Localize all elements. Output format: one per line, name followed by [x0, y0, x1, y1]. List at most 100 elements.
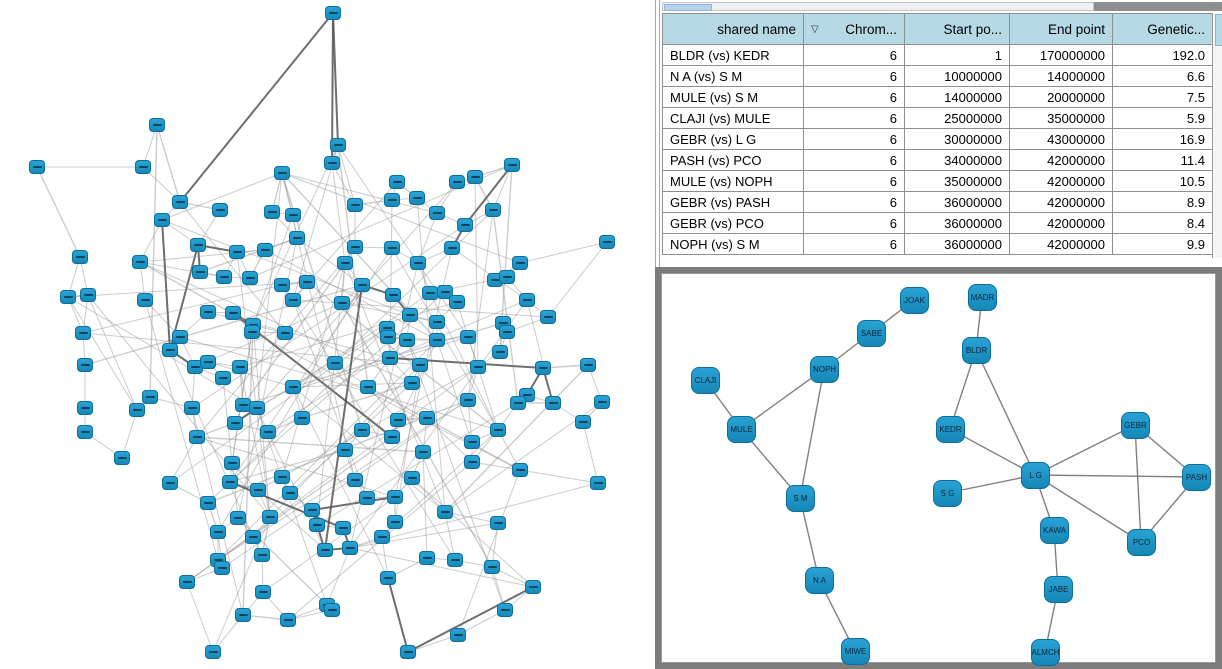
network-node[interactable]: [387, 515, 403, 529]
table-cell[interactable]: 8.4: [1112, 212, 1213, 234]
network-node[interactable]: [77, 401, 93, 415]
network-node[interactable]: [212, 203, 228, 217]
network-node[interactable]: [510, 396, 526, 410]
network-node[interactable]: [347, 473, 363, 487]
network-node[interactable]: [235, 608, 251, 622]
network-node[interactable]: [184, 401, 200, 415]
table-cell[interactable]: 6: [803, 107, 905, 129]
network-node[interactable]: [229, 245, 245, 259]
network-node[interactable]: [309, 518, 325, 532]
subnetwork-node-sabe[interactable]: SABE: [857, 320, 886, 347]
table-cell[interactable]: 16.9: [1112, 128, 1213, 150]
network-node[interactable]: [360, 380, 376, 394]
network-node[interactable]: [404, 376, 420, 390]
network-node[interactable]: [512, 256, 528, 270]
subnetwork-node-pco[interactable]: PCO: [1127, 529, 1156, 556]
network-node[interactable]: [447, 553, 463, 567]
subnetwork-node-sm[interactable]: S M: [786, 485, 815, 512]
network-node[interactable]: [242, 271, 258, 285]
network-node[interactable]: [545, 396, 561, 410]
network-node[interactable]: [419, 411, 435, 425]
network-node[interactable]: [390, 413, 406, 427]
network-node[interactable]: [450, 628, 466, 642]
network-node[interactable]: [354, 278, 370, 292]
network-node[interactable]: [29, 160, 45, 174]
network-node[interactable]: [385, 288, 401, 302]
network-node[interactable]: [484, 560, 500, 574]
table-cell[interactable]: GEBR (vs) L G: [662, 128, 804, 150]
network-node[interactable]: [289, 231, 305, 245]
table-cell[interactable]: 42000000: [1009, 170, 1113, 192]
table-row[interactable]: MULE (vs) S M 6 14000000 20000000 7.5: [662, 86, 1213, 108]
table-vertical-scrollbar[interactable]: [1212, 13, 1222, 258]
network-node[interactable]: [429, 333, 445, 347]
network-node[interactable]: [387, 490, 403, 504]
network-node[interactable]: [460, 393, 476, 407]
network-node[interactable]: [274, 278, 290, 292]
network-node[interactable]: [224, 456, 240, 470]
network-node[interactable]: [400, 645, 416, 659]
table-cell[interactable]: 43000000: [1009, 128, 1113, 150]
network-node[interactable]: [142, 390, 158, 404]
column-header[interactable]: Genetic...: [1112, 13, 1213, 45]
network-node[interactable]: [330, 138, 346, 152]
network-node[interactable]: [264, 205, 280, 219]
network-node[interactable]: [205, 645, 221, 659]
table-cell[interactable]: 6: [803, 86, 905, 108]
table-cell[interactable]: 5.9: [1112, 107, 1213, 129]
network-node[interactable]: [299, 275, 315, 289]
table-cell[interactable]: 42000000: [1009, 212, 1113, 234]
network-node[interactable]: [384, 193, 400, 207]
network-node[interactable]: [485, 203, 501, 217]
table-cell[interactable]: BLDR (vs) KEDR: [662, 44, 804, 66]
network-node[interactable]: [490, 423, 506, 437]
network-node[interactable]: [429, 206, 445, 220]
network-node[interactable]: [580, 358, 596, 372]
network-node[interactable]: [162, 476, 178, 490]
subnetwork-node-sg[interactable]: S G: [933, 480, 962, 507]
network-node[interactable]: [354, 423, 370, 437]
network-node[interactable]: [317, 543, 333, 557]
table-cell[interactable]: 6.6: [1112, 65, 1213, 87]
filter-icon[interactable]: ▽: [811, 23, 819, 35]
table-cell[interactable]: 10000000: [904, 65, 1010, 87]
subnetwork-canvas[interactable]: JOAK SABE NOPH CLAJI MULE S M N A MIWE MADR BLDR K…: [661, 273, 1216, 666]
table-cell[interactable]: 36000000: [904, 191, 1010, 213]
network-node[interactable]: [412, 358, 428, 372]
network-node[interactable]: [464, 435, 480, 449]
network-node[interactable]: [342, 541, 358, 555]
table-row[interactable]: N A (vs) S M 6 10000000 14000000 6.6: [662, 65, 1213, 87]
network-node[interactable]: [512, 463, 528, 477]
column-header[interactable]: ▽ Chrom...: [803, 13, 905, 45]
subnetwork-node-mule[interactable]: MULE: [727, 416, 756, 443]
network-node[interactable]: [337, 256, 353, 270]
network-node[interactable]: [374, 530, 390, 544]
subnetwork-node-na[interactable]: N A: [805, 567, 834, 594]
network-node[interactable]: [172, 195, 188, 209]
network-node[interactable]: [245, 530, 261, 544]
network-node[interactable]: [149, 118, 165, 132]
network-node[interactable]: [464, 455, 480, 469]
network-node[interactable]: [504, 158, 520, 172]
subnetwork-node-claji[interactable]: CLAJI: [691, 367, 720, 394]
network-node[interactable]: [467, 170, 483, 184]
subnetwork-node-almch[interactable]: ALMCH: [1031, 639, 1060, 666]
network-node[interactable]: [470, 360, 486, 374]
table-cell[interactable]: MULE (vs) S M: [662, 86, 804, 108]
table-horizontal-scrollbar[interactable]: [662, 2, 1094, 11]
table-cell[interactable]: 36000000: [904, 212, 1010, 234]
network-node[interactable]: [359, 491, 375, 505]
table-cell[interactable]: 30000000: [904, 128, 1010, 150]
network-node[interactable]: [337, 443, 353, 457]
network-node[interactable]: [335, 521, 351, 535]
network-node[interactable]: [216, 270, 232, 284]
network-node[interactable]: [215, 371, 231, 385]
network-node[interactable]: [409, 191, 425, 205]
subnetwork-node-joak[interactable]: JOAK: [900, 287, 929, 314]
table-cell[interactable]: 35000000: [904, 170, 1010, 192]
table-cell[interactable]: 42000000: [1009, 149, 1113, 171]
table-cell[interactable]: 25000000: [904, 107, 1010, 129]
network-node[interactable]: [419, 551, 435, 565]
network-node[interactable]: [114, 451, 130, 465]
network-node[interactable]: [429, 315, 445, 329]
